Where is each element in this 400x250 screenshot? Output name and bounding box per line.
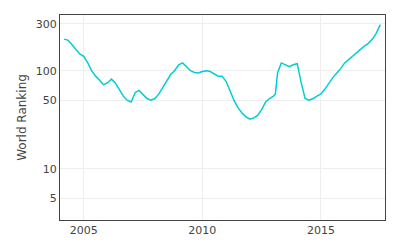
svg-text:World Ranking: World Ranking [15, 74, 29, 161]
svg-text:5: 5 [50, 192, 57, 205]
svg-text:100: 100 [36, 65, 57, 78]
svg-text:50: 50 [43, 94, 57, 107]
svg-text:10: 10 [43, 163, 57, 176]
svg-text:2010: 2010 [188, 224, 216, 237]
svg-text:2005: 2005 [70, 224, 98, 237]
svg-text:300: 300 [36, 18, 57, 31]
svg-text:2015: 2015 [307, 224, 335, 237]
